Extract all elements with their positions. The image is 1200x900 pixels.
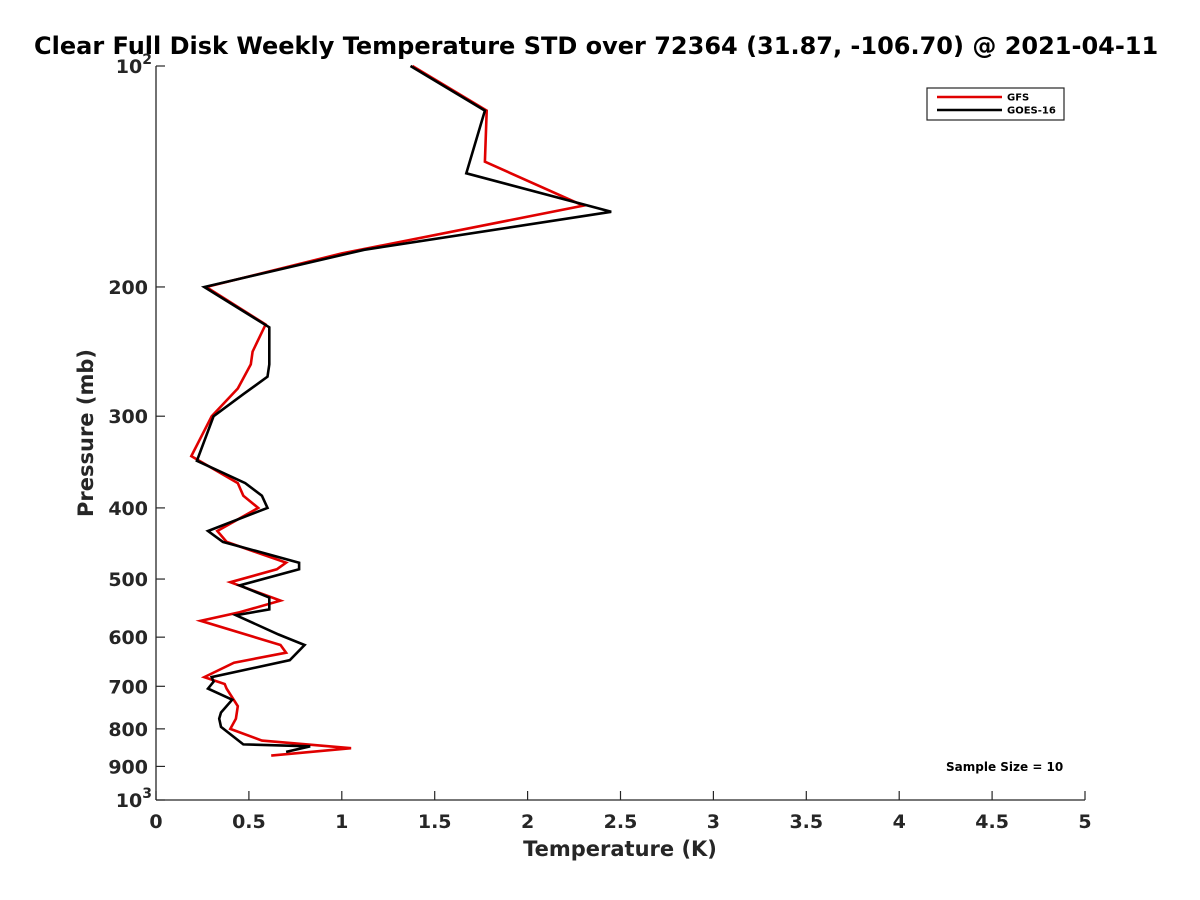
y-tick-label: 600 xyxy=(108,627,148,649)
legend-label-gfs: GFS xyxy=(1007,93,1029,104)
x-tick-label: 5 xyxy=(1078,811,1091,833)
y-tick-label: 500 xyxy=(108,569,148,591)
x-tick-label: 0.5 xyxy=(232,811,266,833)
x-tick-label: 2.5 xyxy=(604,811,638,833)
y-tick-label: 800 xyxy=(108,719,148,741)
y-tick-label: 200 xyxy=(108,277,148,299)
y-tick-label: 900 xyxy=(108,756,148,778)
x-tick-label: 4 xyxy=(893,811,906,833)
x-tick-label: 2 xyxy=(521,811,534,833)
y-tick-label: 400 xyxy=(108,498,148,520)
y-axis: 102 200 300 400 500 600 700 800 900 103 xyxy=(108,52,165,812)
sample-size-annotation: Sample Size = 10 xyxy=(946,760,1063,774)
y-tick-label: 102 xyxy=(116,52,152,78)
x-tick-label: 3.5 xyxy=(789,811,823,833)
plot-area xyxy=(189,64,612,757)
x-tick-label: 4.5 xyxy=(975,811,1009,833)
series-line-gfs xyxy=(189,64,588,757)
legend-box xyxy=(926,87,1065,121)
y-tick-label: 103 xyxy=(116,786,152,812)
chart-title: Clear Full Disk Weekly Temperature STD o… xyxy=(34,32,1158,60)
x-tick-label: 1.5 xyxy=(418,811,452,833)
x-axis-label: Temperature (K) xyxy=(523,837,717,861)
legend: GFS GOES-16 xyxy=(926,87,1065,121)
x-tick-label: 3 xyxy=(707,811,720,833)
x-tick-label: 0 xyxy=(149,811,162,833)
y-axis-label: Pressure (mb) xyxy=(74,349,98,517)
series-line-goes16 xyxy=(195,64,612,754)
y-tick-label: 700 xyxy=(108,676,148,698)
x-tick-label: 1 xyxy=(335,811,348,833)
x-axis: 0 0.5 1 1.5 2 2.5 3 3.5 4 4.5 5 xyxy=(149,791,1092,833)
legend-label-goes16: GOES-16 xyxy=(1007,106,1056,117)
y-tick-label: 300 xyxy=(108,406,148,428)
